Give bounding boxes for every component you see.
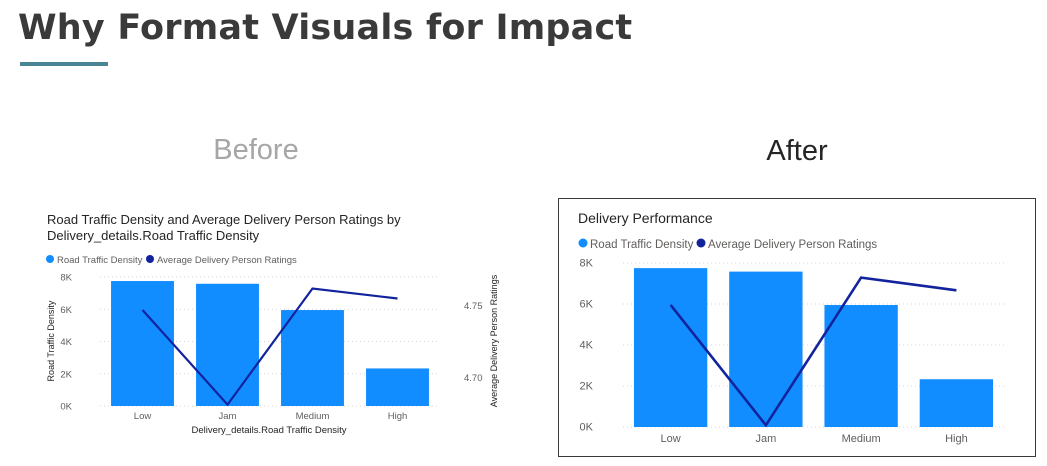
after-x-tick-label: Jam [755, 433, 776, 445]
before-y-tick-label: 6K [60, 305, 72, 316]
after-legend-bar-marker [578, 238, 588, 248]
before-chart: Road Traffic Density and Average Deliver… [46, 212, 499, 436]
before-bar-jam [196, 283, 259, 406]
before-x-axis-title: Delivery_details.Road Traffic Density [191, 425, 346, 436]
before-legend-line-label: Average Delivery Person Ratings [157, 255, 297, 266]
page-title: Why Format Visuals for Impact [18, 8, 633, 48]
after-label: After [766, 135, 828, 167]
before-x-tick-label: Medium [296, 411, 330, 422]
before-x-tick-label: Low [134, 411, 152, 422]
after-chart-title: Delivery Performance [578, 210, 713, 226]
before-y-tick-label: 4K [60, 337, 72, 348]
after-chart: Delivery Performance Road Traffic Densit… [578, 210, 1004, 445]
before-legend-line-marker [146, 255, 154, 263]
after-bar-medium [824, 305, 898, 427]
after-y-tick-label: 8K [580, 258, 594, 270]
before-legend-bar-marker [46, 255, 54, 263]
before-y2-tick-label: 4.70 [464, 373, 483, 384]
before-chart-title-line-1: Road Traffic Density and Average Deliver… [47, 212, 401, 227]
before-x-tick-label: High [388, 411, 408, 422]
after-y-tick-label: 0K [580, 422, 594, 434]
after-y-tick-label: 4K [580, 340, 594, 352]
before-y-tick-label: 0K [60, 402, 72, 413]
before-y2-axis-title: Average Delivery Person Ratings [489, 274, 499, 407]
after-y-tick-label: 2K [580, 381, 594, 393]
before-bar-high [366, 368, 429, 406]
before-legend-bar-label: Road Traffic Density [57, 255, 143, 266]
after-x-tick-label: High [945, 433, 968, 445]
before-chart-title-line-2: Delivery_details.Road Traffic Density [47, 228, 260, 243]
before-y-tick-label: 2K [60, 369, 72, 380]
before-bar-low [111, 281, 174, 406]
before-y2-tick-label: 4.75 [464, 301, 483, 312]
before-bar-medium [281, 310, 344, 406]
before-x-tick-label: Jam [219, 411, 237, 422]
title-underline [20, 62, 108, 66]
before-y-axis-title: Road Traffic Density [46, 300, 56, 381]
before-y-tick-label: 8K [60, 273, 72, 284]
after-legend-line-marker [696, 238, 706, 248]
after-bar-jam [729, 271, 803, 427]
after-x-tick-label: Medium [842, 433, 881, 445]
after-y-tick-label: 6K [580, 299, 594, 311]
after-rating-line [669, 276, 957, 428]
after-legend-line-label: Average Delivery Person Ratings [708, 239, 877, 251]
after-bar-high [919, 379, 994, 427]
after-bar-low [633, 268, 708, 427]
after-legend-bar-label: Road Traffic Density [590, 239, 694, 251]
before-label: Before [213, 134, 299, 166]
before-rating-line [141, 287, 398, 407]
after-x-tick-label: Low [661, 433, 681, 445]
after-chart-frame [558, 198, 1036, 457]
